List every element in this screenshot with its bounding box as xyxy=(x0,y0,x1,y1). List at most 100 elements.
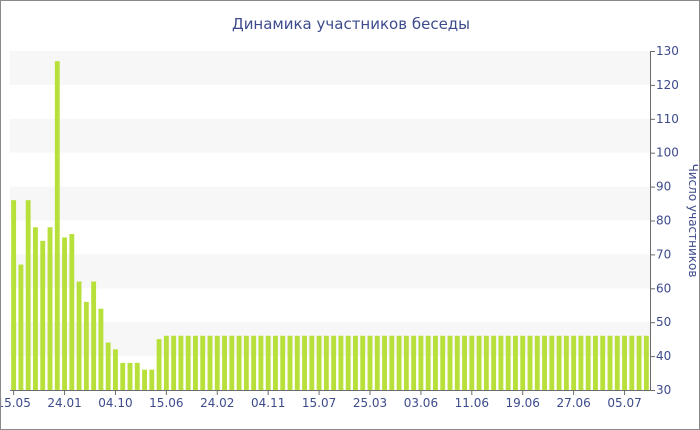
bar xyxy=(396,335,402,390)
bar xyxy=(207,335,213,390)
y-tick-label: 50 xyxy=(656,315,671,329)
grid-band xyxy=(10,254,650,289)
bar xyxy=(120,362,126,390)
x-tick-label: 15.05 xyxy=(1,396,31,410)
x-tick-label: 15.07 xyxy=(302,396,336,410)
y-axis-title: Число участников xyxy=(686,164,699,278)
x-tick-label: 24.02 xyxy=(200,396,234,410)
bar xyxy=(338,335,344,390)
bar xyxy=(534,335,540,390)
bar xyxy=(411,335,417,390)
bar xyxy=(294,335,300,390)
bar xyxy=(593,335,598,390)
bar xyxy=(469,335,475,390)
bar xyxy=(69,234,75,390)
bar xyxy=(91,281,97,390)
bar xyxy=(607,335,613,390)
bar xyxy=(193,335,198,390)
bar xyxy=(563,335,569,390)
bar xyxy=(98,308,104,390)
x-tick-label: 04.11 xyxy=(251,396,285,410)
bar xyxy=(83,301,89,390)
x-tick-label: 15.06 xyxy=(149,396,183,410)
bar xyxy=(542,335,547,390)
y-tick-label: 120 xyxy=(656,78,679,92)
x-tick-label: 04.10 xyxy=(98,396,132,410)
y-tick-label: 80 xyxy=(656,214,671,228)
bar xyxy=(134,362,140,390)
bar xyxy=(163,335,169,390)
x-tick-label: 03.06 xyxy=(404,396,438,410)
bar xyxy=(585,335,591,390)
bar xyxy=(513,335,518,390)
bar xyxy=(229,335,235,390)
bar xyxy=(353,335,358,390)
bar xyxy=(243,335,249,390)
bar xyxy=(265,335,271,390)
bar xyxy=(418,335,424,390)
chart-title: Динамика участников беседы xyxy=(232,15,470,33)
y-tick-label: 110 xyxy=(656,112,679,126)
x-tick-label: 05.07 xyxy=(607,396,641,410)
bar xyxy=(425,335,431,390)
bar xyxy=(527,335,533,390)
bar xyxy=(476,335,482,390)
bar xyxy=(11,200,17,390)
bar xyxy=(331,335,337,390)
bar xyxy=(273,335,278,390)
bar xyxy=(433,335,438,390)
grid-band xyxy=(10,51,650,85)
bar xyxy=(62,237,67,390)
bar xyxy=(491,335,497,390)
bar xyxy=(382,335,387,390)
bar xyxy=(142,369,147,390)
x-tick-label: 11.06 xyxy=(455,396,489,410)
bar xyxy=(403,335,409,390)
bar xyxy=(614,335,620,390)
bar xyxy=(258,335,264,390)
y-tick-label: 60 xyxy=(656,281,671,295)
bar xyxy=(25,200,31,390)
bar xyxy=(236,335,242,390)
x-axis-ticks: 15.05 24.01 04.10 15.06 24.02 04.11 15.07 25.03… xyxy=(1,390,642,410)
grid-band xyxy=(10,186,650,221)
bar xyxy=(360,335,366,390)
bar xyxy=(54,61,60,391)
bar xyxy=(629,335,635,390)
bar xyxy=(178,335,184,390)
bar xyxy=(171,335,177,390)
bar xyxy=(18,264,24,390)
bar xyxy=(309,335,315,390)
bar xyxy=(440,335,446,390)
bar xyxy=(105,342,111,390)
bar xyxy=(185,335,191,390)
y-axis-ticks: 30 40 50 60 70 80 90 100 110 120 130 xyxy=(650,44,679,397)
bar xyxy=(323,335,329,390)
bar xyxy=(389,335,395,390)
bar xyxy=(520,335,526,390)
bar xyxy=(643,335,649,390)
bar xyxy=(447,335,453,390)
bar xyxy=(483,335,489,390)
bar xyxy=(374,335,380,390)
bar xyxy=(280,335,286,390)
y-tick-label: 100 xyxy=(656,146,679,160)
grid-bands xyxy=(10,51,650,357)
bar xyxy=(33,227,38,390)
bar xyxy=(462,335,467,390)
bar xyxy=(600,335,606,390)
bar xyxy=(251,335,257,390)
y-tick-label: 70 xyxy=(656,247,671,261)
bars xyxy=(11,61,649,391)
bar xyxy=(113,349,118,390)
bar xyxy=(636,335,642,390)
x-tick-label: 24.01 xyxy=(47,396,81,410)
bar xyxy=(149,369,155,390)
bar xyxy=(498,335,504,390)
bar xyxy=(47,227,53,390)
bar xyxy=(214,335,220,390)
x-tick-label: 25.03 xyxy=(353,396,387,410)
y-tick-label: 40 xyxy=(656,349,671,363)
bar xyxy=(571,335,577,390)
